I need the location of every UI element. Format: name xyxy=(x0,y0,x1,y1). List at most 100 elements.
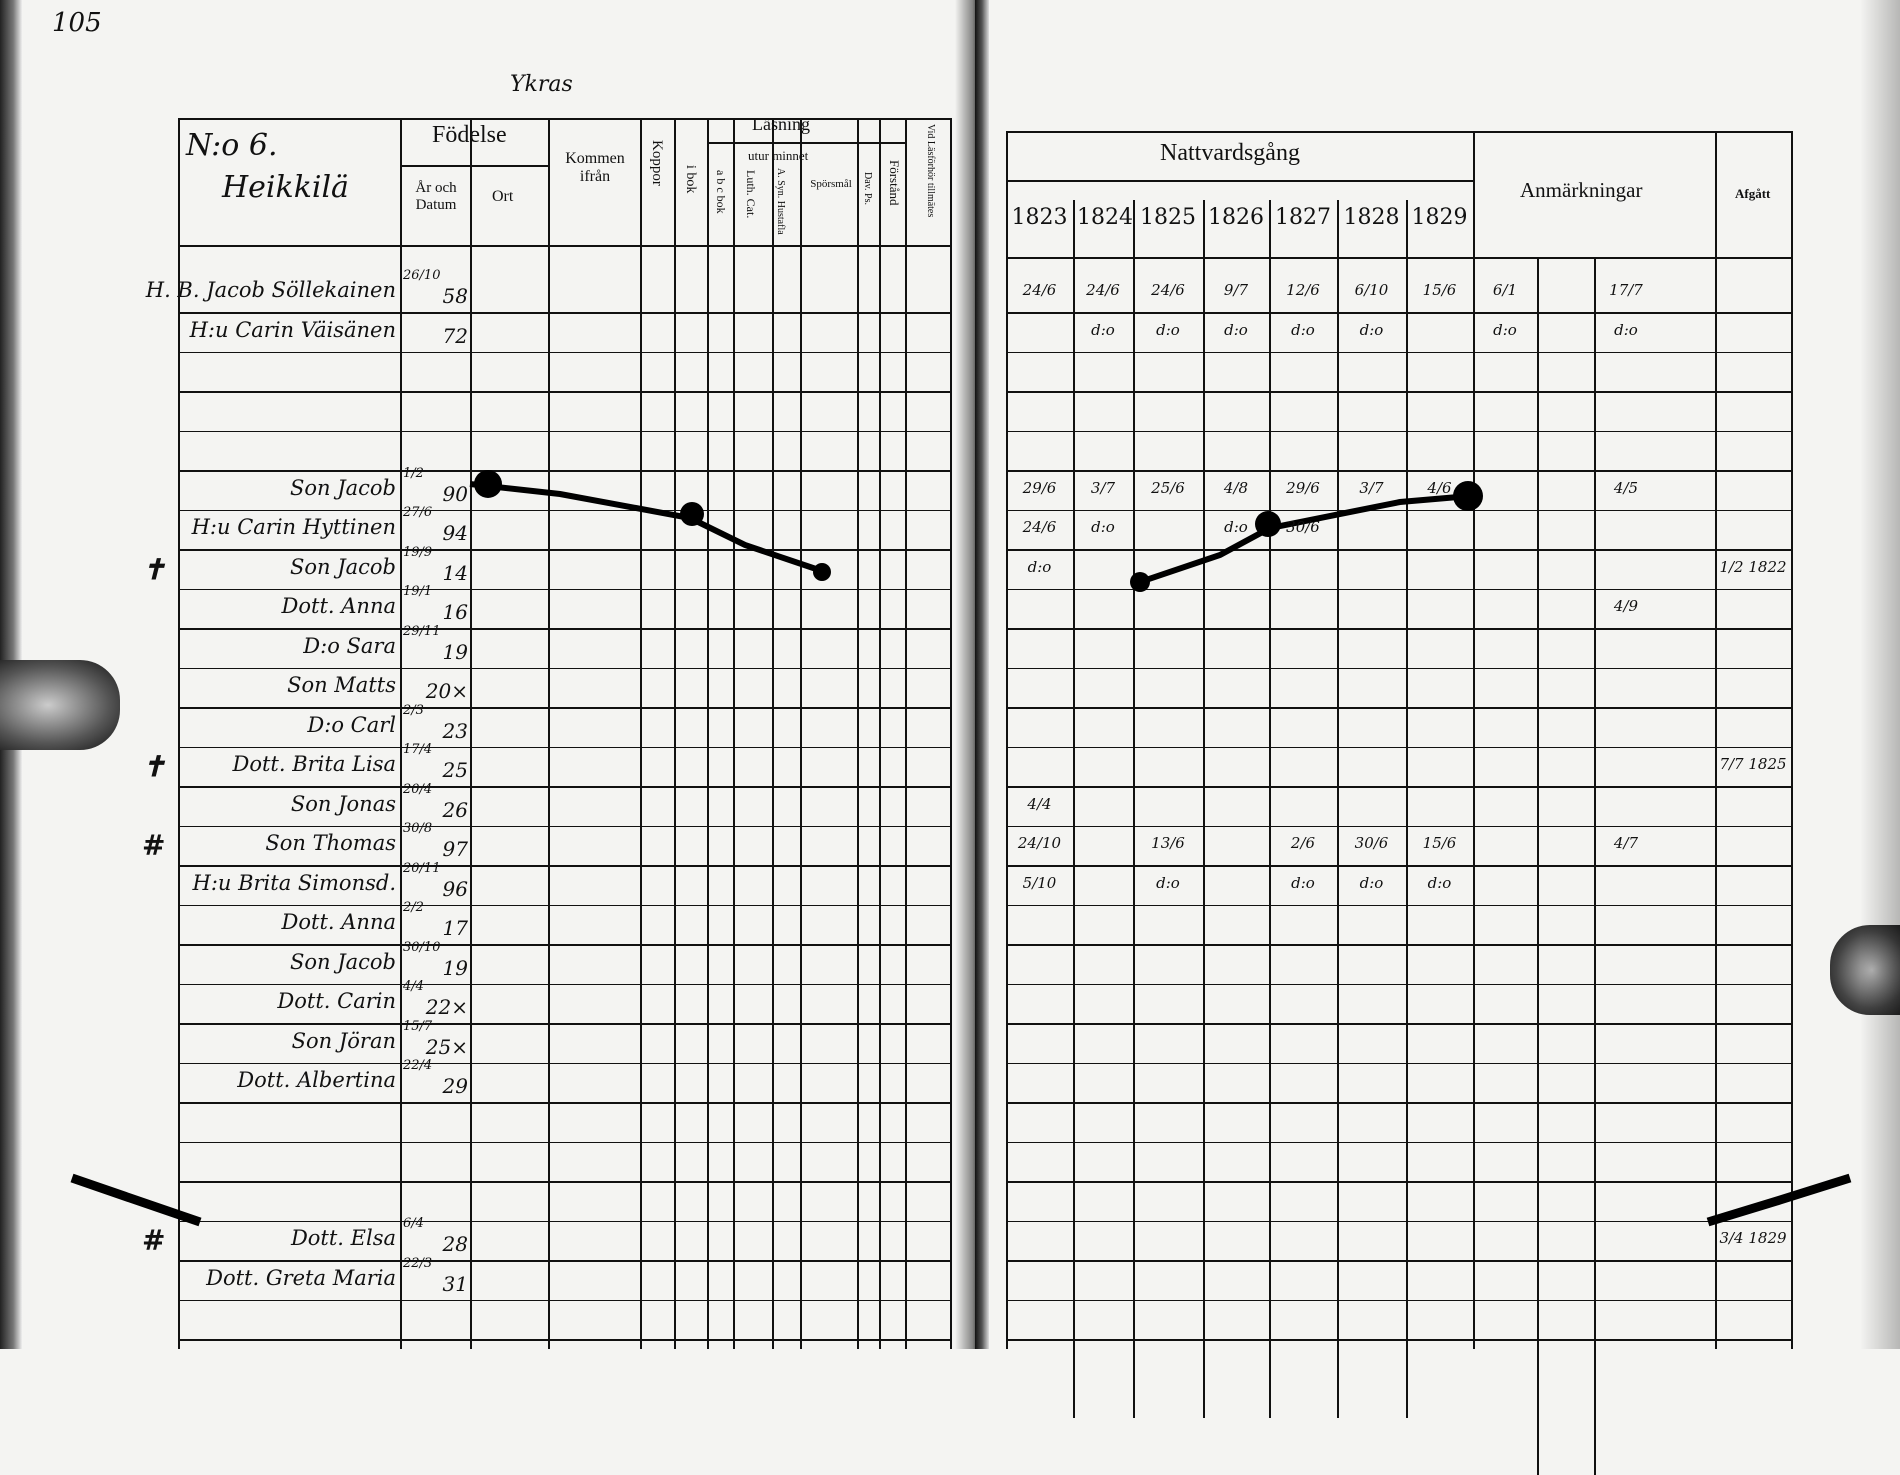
grid-column-line xyxy=(674,118,676,1349)
birth-date: 22/4 xyxy=(403,1058,433,1073)
grid-row-line xyxy=(178,1260,950,1262)
communion-date: 6/10 xyxy=(1354,281,1389,299)
birth-year: 96 xyxy=(442,876,468,901)
birth-year: 31 xyxy=(442,1271,468,1296)
grid-row-line xyxy=(178,1141,950,1143)
grid-header-top-line xyxy=(1006,131,1791,133)
year-header-1827: 1827 xyxy=(1275,205,1331,230)
grid-row-line xyxy=(178,667,950,669)
birth-year: 90 xyxy=(442,481,468,506)
header-nattvardsgang: Nattvardsgång xyxy=(1160,140,1300,166)
communion-date: 4/4 xyxy=(1027,794,1052,813)
grid-row-line xyxy=(1006,1141,1791,1143)
header-utur-minnet: utur minnet xyxy=(748,148,809,163)
grid-row-line xyxy=(178,786,950,788)
grid-lasning-divider xyxy=(707,142,905,144)
communion-date: 15/6 xyxy=(1422,834,1457,852)
grid-column-line xyxy=(1073,200,1075,1418)
birth-date: 15/7 xyxy=(403,1018,433,1034)
grid-row-line xyxy=(1006,707,1791,709)
communion-date: 4/9 xyxy=(1613,597,1639,615)
communion-date: d:o xyxy=(1027,557,1052,576)
communion-date: 17/7 xyxy=(1609,281,1643,299)
birth-year: 17 xyxy=(442,916,468,940)
header-sporsmal: Spörsmål xyxy=(810,178,852,190)
book-spine-shadow xyxy=(955,0,980,1349)
margin-mark: # xyxy=(142,829,166,862)
header-i-bok: i bok xyxy=(683,165,698,194)
person-name: Dott. Anna xyxy=(281,594,396,618)
margin-mark: ✝ xyxy=(142,552,166,586)
communion-date: 30/6 xyxy=(1354,834,1389,852)
communion-date: d:o xyxy=(1359,873,1384,892)
grid-column-line xyxy=(1537,257,1539,1475)
grid-column-line xyxy=(733,118,735,1349)
person-name: Dott. Carin xyxy=(277,989,396,1013)
grid-column-line xyxy=(879,118,881,1349)
grid-row-line xyxy=(1006,746,1791,748)
person-name: Son Matts xyxy=(287,673,396,697)
communion-date: 3/7 xyxy=(1359,478,1384,497)
communion-date: 25/6 xyxy=(1151,478,1185,497)
grid-row-line xyxy=(178,470,950,472)
communion-date: 13/6 xyxy=(1151,834,1185,852)
person-name: Son Jacob xyxy=(289,949,396,974)
communion-date: 24/10 xyxy=(1017,834,1062,852)
person-name: D:o Sara xyxy=(303,633,396,658)
communion-date: 4/6 xyxy=(1427,478,1452,497)
person-name: Dott. Albertina xyxy=(237,1068,396,1092)
grid-column-line xyxy=(1133,200,1135,1418)
birth-year: 29 xyxy=(442,1074,468,1098)
communion-date: 29/6 xyxy=(1022,478,1057,497)
header-koppor: Koppor xyxy=(649,140,665,186)
birth-year: 19 xyxy=(442,955,468,980)
grid-column-line xyxy=(1594,257,1596,1475)
grid-row-line xyxy=(178,588,950,590)
communion-date: 4/5 xyxy=(1613,478,1639,497)
communion-date: 4/8 xyxy=(1223,478,1249,497)
communion-date: d:o xyxy=(1427,873,1452,892)
grid-column-line xyxy=(1791,131,1793,1349)
communion-date: d:o xyxy=(1614,320,1638,339)
grid-column-line xyxy=(400,118,402,1349)
birth-year: 23 xyxy=(442,718,468,743)
grid-header-bottom-line xyxy=(1006,257,1791,259)
year-header-1828: 1828 xyxy=(1343,205,1400,230)
birth-year: 20× xyxy=(425,679,468,703)
header-afgatt: Afgått xyxy=(1735,186,1771,201)
communion-date: 3/4 1829 xyxy=(1719,1229,1787,1247)
communion-date: d:o xyxy=(1291,873,1315,892)
birth-date: 30/10 xyxy=(403,939,441,955)
grid-row-line xyxy=(1006,509,1791,511)
ink-line-right xyxy=(1139,493,1471,585)
grid-row-line xyxy=(1006,1181,1791,1183)
book-spine xyxy=(975,0,989,1349)
communion-date: 7/7 1825 xyxy=(1719,755,1787,773)
communion-date: d:o xyxy=(1156,320,1180,339)
grid-row-line xyxy=(1006,983,1791,985)
header-kommen-ifran: Kommen ifrån xyxy=(565,150,625,185)
grid-row-line xyxy=(178,312,950,314)
communion-date: d:o xyxy=(1156,873,1180,892)
grid-column-line xyxy=(470,118,472,1349)
grid-fodelse-divider xyxy=(400,165,548,167)
grid-row-line xyxy=(1006,549,1791,551)
communion-date: 5/10 xyxy=(1022,873,1057,892)
grid-column-line xyxy=(1269,200,1271,1418)
grid-column-line xyxy=(950,118,952,1349)
header-ar-och-datum: År och Datum xyxy=(415,180,457,213)
grid-column-line xyxy=(1203,200,1205,1418)
person-name: H:u Carin Väisänen xyxy=(189,317,396,342)
communion-date: 12/6 xyxy=(1286,281,1320,299)
grid-row-line xyxy=(178,509,950,511)
communion-date: 9/7 xyxy=(1223,281,1249,299)
grid-header-top-line xyxy=(178,118,950,120)
communion-date: 24/6 xyxy=(1151,281,1185,299)
grid-row-line xyxy=(1006,825,1791,827)
book-edge-right xyxy=(1860,0,1900,1349)
grid-row-line xyxy=(178,1023,950,1025)
grid-row-line xyxy=(1006,1062,1791,1064)
ink-smear xyxy=(1706,1173,1852,1227)
grid-nattvard-divider xyxy=(1006,180,1473,182)
grid-column-line xyxy=(857,118,859,1349)
